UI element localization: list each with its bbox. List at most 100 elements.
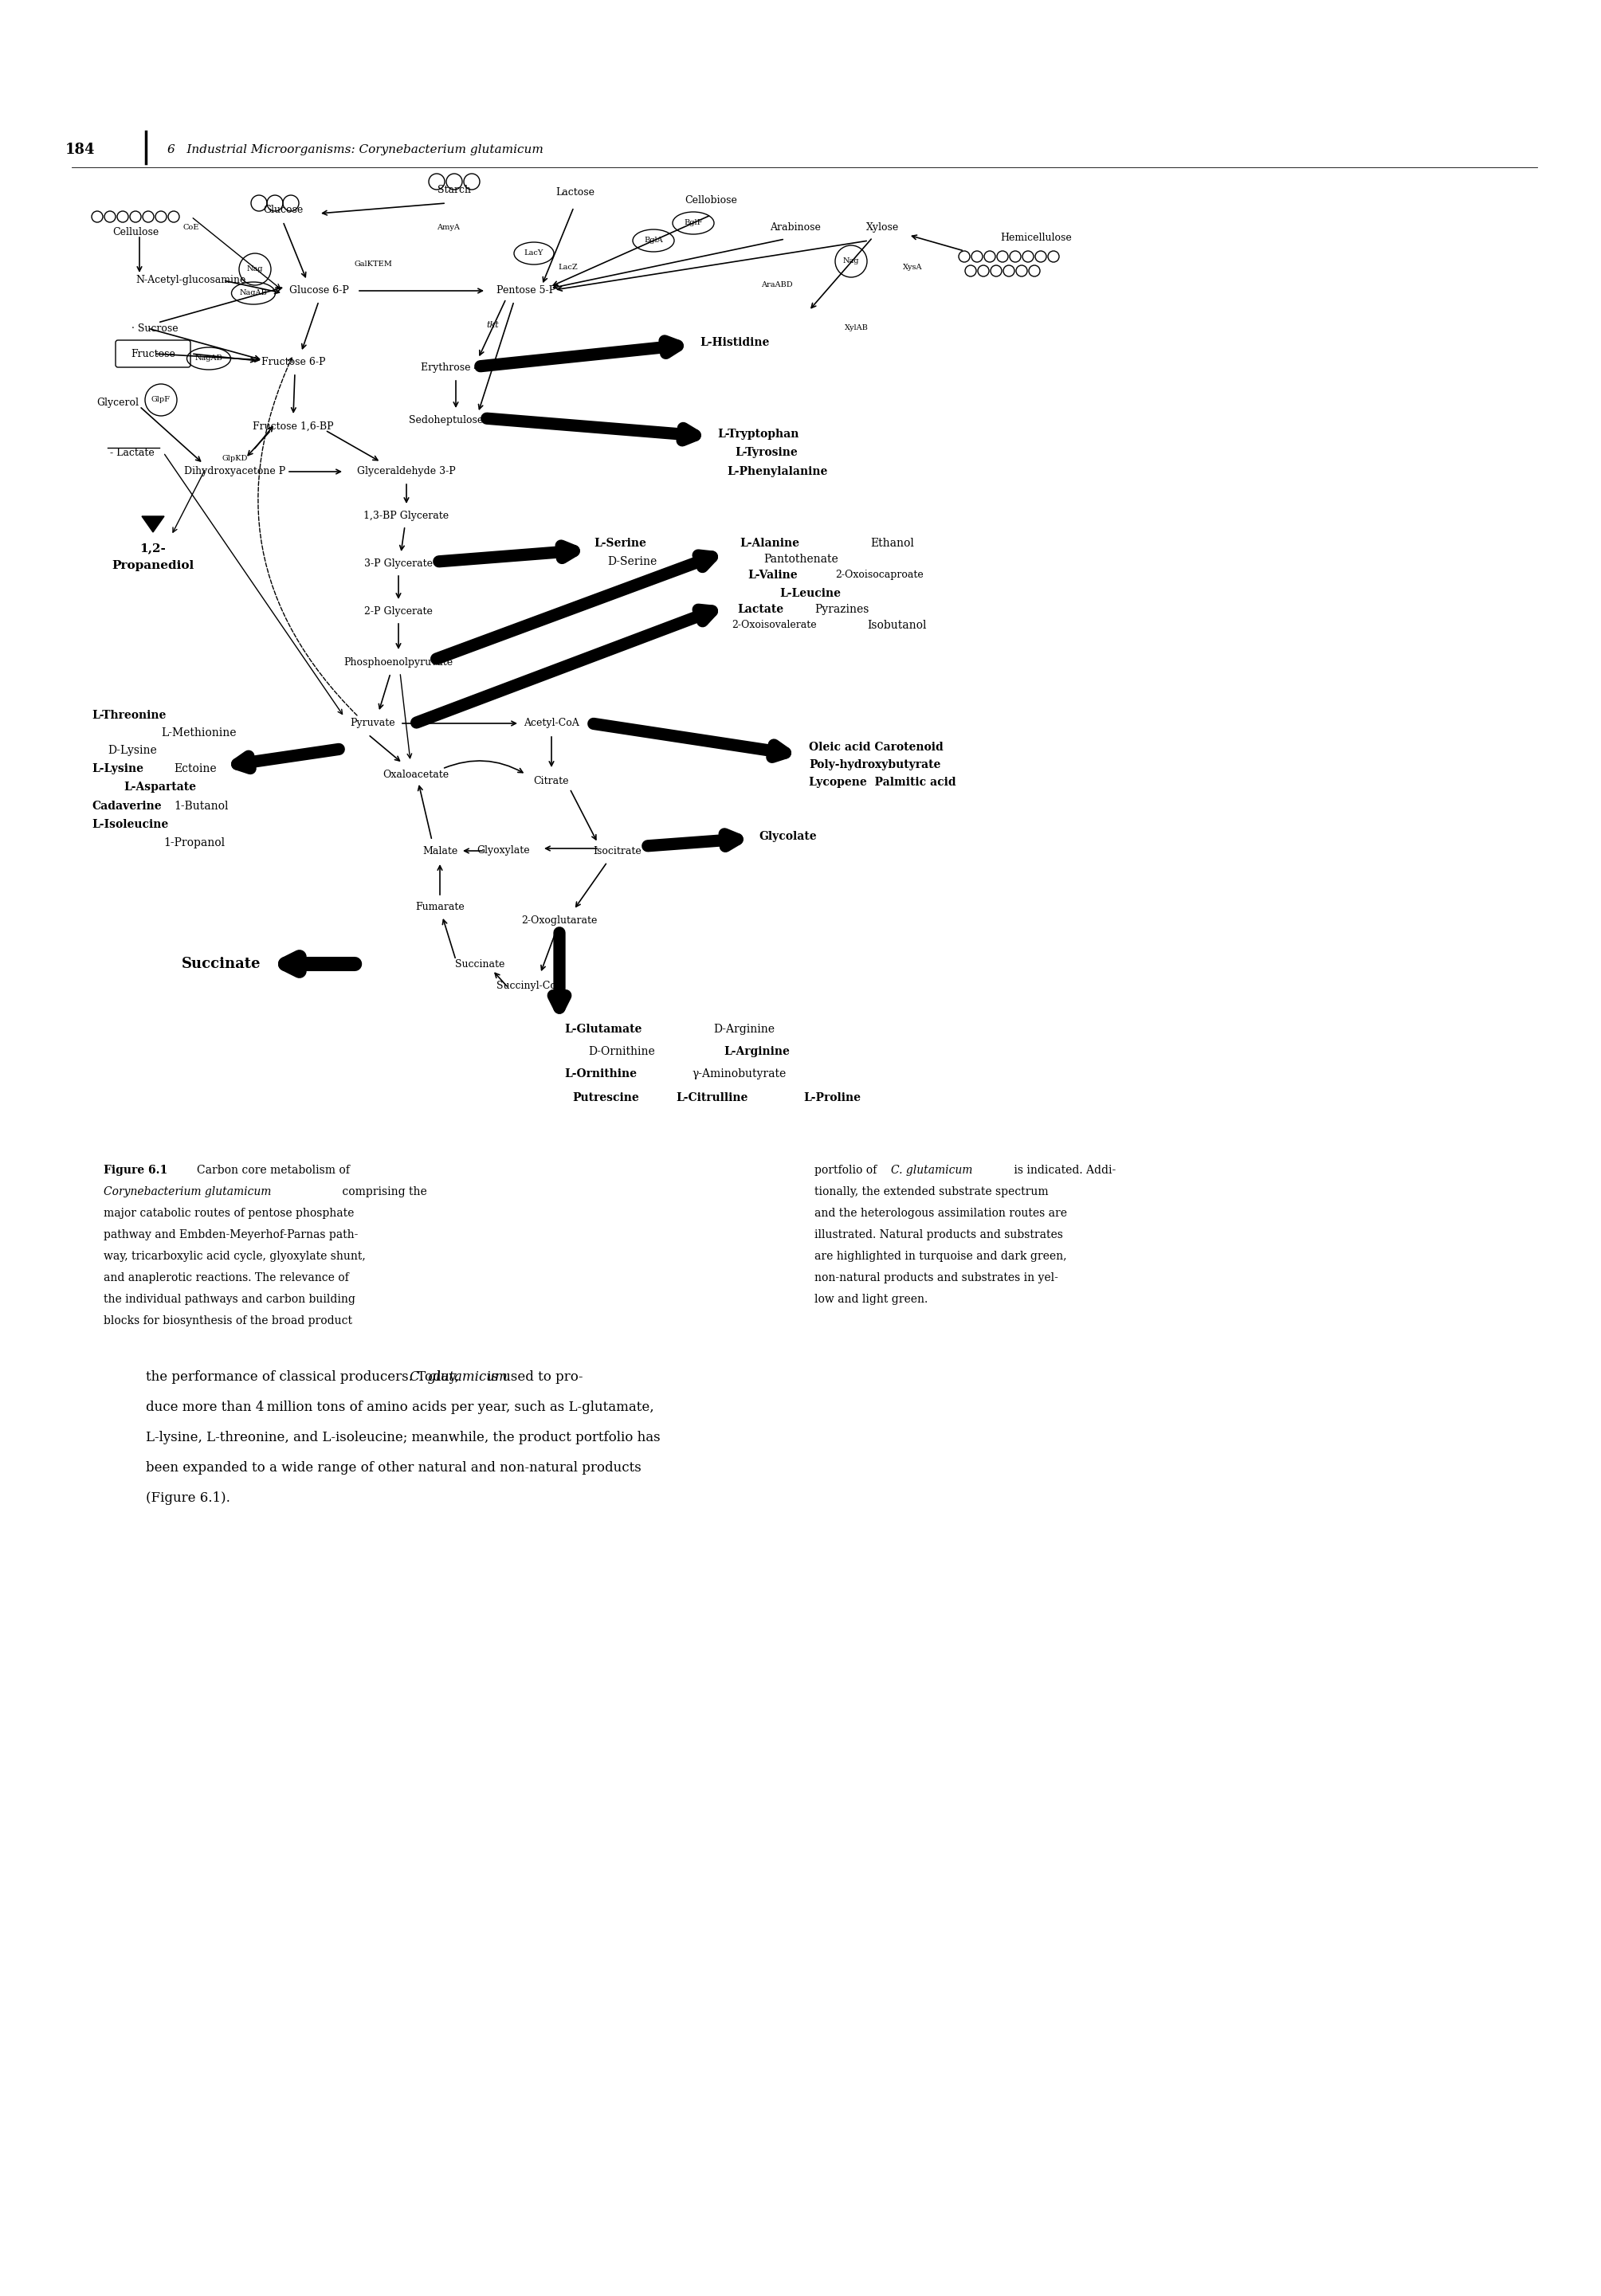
Text: Isocitrate: Isocitrate [594, 845, 642, 856]
Text: Cellobiose: Cellobiose [685, 195, 736, 207]
Text: Fumarate: Fumarate [415, 902, 464, 912]
Text: NagAB: NagAB [240, 289, 267, 296]
Text: 3-P Glycerate: 3-P Glycerate [363, 558, 432, 569]
Text: AraABD: AraABD [760, 282, 792, 289]
Text: - Lactate: - Lactate [110, 448, 154, 457]
Text: is used to pro-: is used to pro- [484, 1371, 583, 1384]
Polygon shape [142, 517, 165, 533]
Text: low and light green.: low and light green. [815, 1293, 929, 1304]
Text: L-Methionine: L-Methionine [162, 728, 237, 739]
Text: Corynebacterium glutamicum: Corynebacterium glutamicum [104, 1187, 271, 1199]
Text: GlpF: GlpF [152, 397, 171, 404]
Text: L-Isoleucine: L-Isoleucine [91, 820, 168, 831]
Text: Xylose: Xylose [866, 223, 900, 232]
Text: Dihydroxyacetone P: Dihydroxyacetone P [184, 466, 287, 478]
Text: 1,3-BP Glycerate: 1,3-BP Glycerate [363, 512, 450, 521]
Text: Isobutanol: Isobutanol [868, 620, 927, 631]
Text: D-Lysine: D-Lysine [107, 744, 157, 755]
Text: Fructose: Fructose [131, 349, 175, 358]
Text: Phosphoenolpyruvate: Phosphoenolpyruvate [344, 657, 453, 668]
Text: Oleic acid Carotenoid: Oleic acid Carotenoid [809, 742, 943, 753]
Text: D-Serine: D-Serine [607, 556, 656, 567]
Text: L-Citrulline: L-Citrulline [676, 1093, 748, 1104]
Text: L-Phenylalanine: L-Phenylalanine [727, 466, 828, 478]
Text: Fructose 1,6-BP: Fructose 1,6-BP [253, 420, 333, 432]
Text: L-Alanine: L-Alanine [740, 537, 799, 549]
Text: comprising the: comprising the [339, 1187, 427, 1199]
Text: Lycopene  Palmitic acid: Lycopene Palmitic acid [809, 776, 956, 788]
Text: L-Arginine: L-Arginine [724, 1047, 789, 1056]
Text: Lactate: Lactate [736, 604, 783, 615]
Text: 2-Oxoisovalerate: 2-Oxoisovalerate [732, 620, 817, 631]
Text: been expanded to a wide range of other natural and non-natural products: been expanded to a wide range of other n… [146, 1460, 642, 1474]
Text: Glyceraldehyde 3-P: Glyceraldehyde 3-P [357, 466, 456, 478]
Text: (Figure 6.1).: (Figure 6.1). [146, 1492, 231, 1504]
Text: BglA: BglA [644, 236, 663, 243]
Text: LacY: LacY [524, 250, 544, 257]
Text: BglF: BglF [684, 220, 703, 227]
Text: L-Proline: L-Proline [804, 1093, 861, 1104]
Text: Glucose 6-P: Glucose 6-P [288, 285, 349, 296]
Text: L-Threonine: L-Threonine [91, 709, 167, 721]
Text: Fructose 6-P: Fructose 6-P [261, 358, 325, 367]
Text: Lactose: Lactose [556, 188, 596, 197]
Text: Glyoxylate: Glyoxylate [477, 845, 530, 856]
Text: Pyruvate: Pyruvate [351, 719, 395, 728]
Text: Nag: Nag [247, 266, 263, 273]
Text: D-Ornithine: D-Ornithine [588, 1047, 655, 1056]
Text: 184: 184 [64, 142, 94, 156]
Text: Acetyl-CoA: Acetyl-CoA [524, 719, 580, 728]
Text: 2-Oxoglutarate: 2-Oxoglutarate [522, 916, 597, 925]
Text: L-Leucine: L-Leucine [780, 588, 841, 599]
Text: are highlighted in turquoise and dark green,: are highlighted in turquoise and dark gr… [815, 1251, 1066, 1263]
Text: Figure 6.1: Figure 6.1 [104, 1164, 176, 1176]
Text: C. glutamicum: C. glutamicum [890, 1164, 972, 1176]
Text: pathway and Embden-Meyerhof-Parnas path-: pathway and Embden-Meyerhof-Parnas path- [104, 1228, 359, 1240]
Text: Arabinose: Arabinose [770, 223, 821, 232]
Text: AmyA: AmyA [437, 223, 459, 230]
Text: the performance of classical producers. Today,: the performance of classical producers. … [146, 1371, 463, 1384]
Text: Sedoheptulose 7-P: Sedoheptulose 7-P [408, 416, 503, 425]
Text: L-Serine: L-Serine [594, 537, 647, 549]
Text: XylAB: XylAB [845, 324, 868, 333]
Text: L-Lysine: L-Lysine [91, 762, 144, 774]
Text: L-Valine: L-Valine [748, 569, 797, 581]
Text: Propanediol: Propanediol [112, 560, 194, 572]
Text: Ethanol: Ethanol [871, 537, 914, 549]
Text: L-Aspartate: L-Aspartate [123, 781, 195, 792]
Text: Poly-hydroxybutyrate: Poly-hydroxybutyrate [809, 760, 941, 771]
Text: Pantothenate: Pantothenate [764, 553, 839, 565]
Text: N-Acetyl-glucosamine: N-Acetyl-glucosamine [136, 276, 247, 285]
Text: L-Histidine: L-Histidine [700, 338, 770, 349]
Text: duce more than 4 million tons of amino acids per year, such as L-glutamate,: duce more than 4 million tons of amino a… [146, 1401, 653, 1414]
Text: L-Glutamate: L-Glutamate [564, 1024, 642, 1035]
Text: Carbon core metabolism of: Carbon core metabolism of [197, 1164, 349, 1176]
Text: tkt: tkt [487, 321, 500, 328]
Text: L-Tryptophan: L-Tryptophan [717, 429, 799, 441]
Text: · Sucrose: · Sucrose [131, 324, 178, 333]
Text: Succinate: Succinate [455, 960, 504, 969]
Text: and anaplerotic reactions. The relevance of: and anaplerotic reactions. The relevance… [104, 1272, 349, 1283]
Text: Succinyl-CoA: Succinyl-CoA [496, 980, 564, 992]
Text: NagAB: NagAB [195, 356, 223, 363]
Text: Glycolate: Glycolate [759, 831, 817, 843]
Text: Glucose: Glucose [263, 204, 303, 216]
Text: Cadaverine: Cadaverine [91, 801, 162, 813]
Text: L-Ornithine: L-Ornithine [564, 1068, 637, 1079]
Text: 2-P Glycerate: 2-P Glycerate [365, 606, 432, 618]
Text: Ectoine: Ectoine [175, 762, 216, 774]
Text: and the heterologous assimilation routes are: and the heterologous assimilation routes… [815, 1208, 1068, 1219]
Text: 2-Oxoisocaproate: 2-Oxoisocaproate [836, 569, 924, 581]
Text: 1,2-: 1,2- [139, 542, 167, 553]
Text: major catabolic routes of pentose phosphate: major catabolic routes of pentose phosph… [104, 1208, 354, 1219]
Text: Starch: Starch [437, 184, 471, 195]
Text: is indicated. Addi-: is indicated. Addi- [1010, 1164, 1116, 1176]
Text: blocks for biosynthesis of the broad product: blocks for biosynthesis of the broad pro… [104, 1316, 352, 1327]
Text: non-natural products and substrates in yel-: non-natural products and substrates in y… [815, 1272, 1058, 1283]
Text: Putrescine: Putrescine [572, 1093, 639, 1104]
Text: GalKTEM: GalKTEM [354, 262, 392, 269]
Text: 1-Propanol: 1-Propanol [163, 838, 224, 850]
FancyBboxPatch shape [115, 340, 191, 367]
Text: L-Tyrosine: L-Tyrosine [735, 448, 797, 459]
Text: illustrated. Natural products and substrates: illustrated. Natural products and substr… [815, 1228, 1063, 1240]
